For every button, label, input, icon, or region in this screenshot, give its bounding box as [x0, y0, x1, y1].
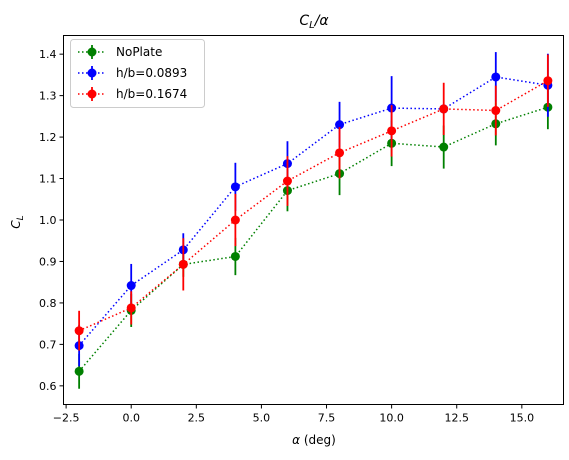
y-tick-label: 1.0 [39, 214, 57, 227]
plot-frame [63, 35, 564, 405]
data-point [126, 303, 136, 313]
x-tick-label: 5.0 [253, 412, 271, 425]
legend: NoPlate h/b=0.0893 h/b=0.1674 [70, 39, 205, 108]
chart-title: CL/α [299, 13, 329, 31]
series-line [78, 106, 549, 372]
y-ticks: 0.6 0.7 0.8 0.9 1.0 1.1 1.2 1.3 1.4 [39, 48, 64, 393]
x-tick-label: 12.5 [444, 412, 469, 425]
series-h/b=0.1674 [74, 54, 553, 351]
x-tick-label: 2.5 [188, 412, 206, 425]
legend-item: NoPlate [78, 45, 162, 59]
y-tick-label: 0.6 [39, 380, 57, 393]
y-tick-label: 1.1 [39, 173, 57, 186]
data-point [230, 215, 240, 225]
series-line [78, 80, 549, 332]
data-point [491, 106, 501, 116]
x-tick-label: 0.0 [122, 412, 140, 425]
y-tick-label: 0.9 [39, 255, 57, 268]
legend-label: h/b=0.1674 [116, 87, 187, 101]
data-point [282, 176, 292, 186]
series-line [78, 76, 549, 347]
legend-box [70, 39, 205, 108]
x-axis-label: α (deg) [292, 433, 336, 447]
x-tick-label: −2.5 [53, 412, 80, 425]
data-point [491, 72, 501, 82]
data-point [126, 281, 136, 291]
data-point [74, 326, 84, 336]
data-point [335, 120, 345, 130]
y-tick-label: 1.4 [39, 48, 57, 61]
legend-item: h/b=0.0893 [78, 66, 187, 80]
series-NoPlate [74, 85, 553, 389]
legend-label: NoPlate [116, 45, 162, 59]
data-point [178, 259, 188, 269]
legend-label: h/b=0.0893 [116, 66, 187, 80]
x-tick-label: 7.5 [318, 412, 336, 425]
data-point [387, 126, 397, 136]
legend-item: h/b=0.1674 [78, 87, 187, 101]
series-layer [74, 52, 553, 389]
legend-marker [87, 89, 97, 99]
data-point [230, 251, 240, 261]
x-tick-label: 15.0 [510, 412, 535, 425]
y-tick-label: 0.8 [39, 297, 57, 310]
data-point [335, 148, 345, 158]
y-tick-label: 1.3 [39, 90, 57, 103]
data-point [543, 76, 553, 86]
data-point [230, 182, 240, 192]
data-point [74, 366, 84, 376]
y-tick-label: 1.2 [39, 131, 57, 144]
x-tick-label: 10.0 [379, 412, 404, 425]
y-axis-label: CL [9, 215, 26, 228]
data-point [439, 142, 449, 152]
x-ticks: −2.5 0.0 2.5 5.0 7.5 10.0 12.5 15.0 [53, 404, 535, 425]
data-point [439, 104, 449, 114]
legend-marker [87, 47, 97, 57]
legend-marker [87, 68, 97, 78]
y-tick-label: 0.7 [39, 338, 57, 351]
